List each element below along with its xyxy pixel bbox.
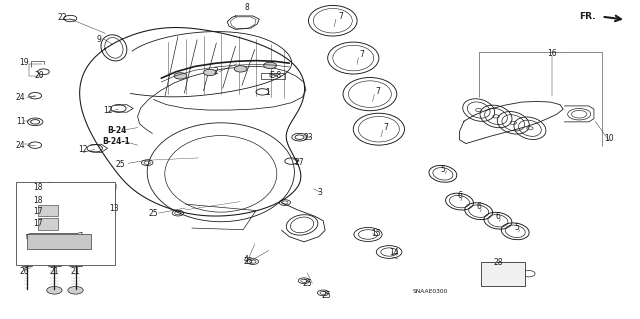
Text: 11: 11 [16, 117, 25, 126]
Text: FR.: FR. [579, 12, 595, 21]
Circle shape [68, 286, 83, 294]
Text: 17: 17 [33, 219, 44, 228]
Text: 18: 18 [34, 196, 43, 205]
Text: 7: 7 [338, 12, 343, 21]
Text: 22: 22 [58, 13, 67, 22]
Text: 17: 17 [33, 207, 44, 216]
Text: 7: 7 [383, 123, 388, 132]
Text: B-24: B-24 [107, 126, 126, 135]
Circle shape [47, 286, 62, 294]
Text: 7: 7 [359, 50, 364, 59]
Text: B-24-1: B-24-1 [102, 137, 131, 146]
Circle shape [234, 66, 247, 72]
Text: 21: 21 [50, 267, 59, 276]
Bar [481, 262, 525, 286]
Circle shape [204, 69, 216, 76]
Text: 15: 15 [371, 229, 381, 238]
Circle shape [174, 73, 187, 79]
Text: 6: 6 [457, 191, 462, 200]
Text: 10: 10 [604, 134, 614, 143]
Text: SNAAE0300: SNAAE0300 [412, 289, 448, 294]
Text: 14: 14 [388, 248, 399, 257]
Bar [27, 234, 91, 249]
Text: 5: 5 [440, 165, 445, 174]
Text: 1: 1 [265, 88, 270, 97]
Text: 26: 26 [19, 267, 29, 276]
Text: 2: 2 [214, 67, 219, 76]
Text: 16: 16 [547, 49, 557, 58]
Text: 25: 25 [148, 209, 159, 218]
Bar [38, 218, 58, 230]
Bar [38, 205, 58, 216]
Text: 20: 20 [35, 71, 45, 80]
Bar [16, 182, 115, 265]
Text: 12: 12 [103, 106, 112, 115]
Text: 6: 6 [495, 212, 500, 221]
Text: 25: 25 [243, 257, 253, 266]
Text: 25: 25 [302, 279, 312, 288]
Text: 24: 24 [15, 141, 26, 150]
Text: 25: 25 [321, 291, 332, 300]
Circle shape [76, 239, 88, 246]
Text: 24: 24 [15, 93, 26, 102]
Text: E-8: E-8 [269, 71, 282, 80]
Text: 8: 8 [244, 4, 249, 12]
Text: 23: 23 [303, 133, 314, 142]
Text: 21: 21 [71, 267, 80, 276]
Circle shape [56, 239, 69, 246]
Circle shape [264, 62, 276, 69]
Text: E-8: E-8 [269, 73, 278, 78]
Text: 13: 13 [109, 204, 119, 213]
Text: 6: 6 [476, 202, 481, 211]
Text: 7: 7 [375, 87, 380, 96]
Text: 4: 4 [244, 256, 249, 264]
Text: 9: 9 [97, 35, 102, 44]
Text: 19: 19 [19, 58, 29, 67]
Circle shape [41, 183, 59, 192]
Text: 28: 28 [493, 258, 502, 267]
Text: 3: 3 [317, 189, 323, 197]
Text: 18: 18 [34, 183, 43, 192]
Circle shape [489, 267, 517, 281]
Text: 5: 5 [515, 223, 520, 232]
Text: 25: 25 [115, 160, 125, 169]
Text: 27: 27 [294, 158, 305, 167]
Bar [261, 73, 285, 79]
Circle shape [37, 189, 55, 198]
Text: 12: 12 [79, 145, 88, 154]
Circle shape [33, 239, 46, 246]
